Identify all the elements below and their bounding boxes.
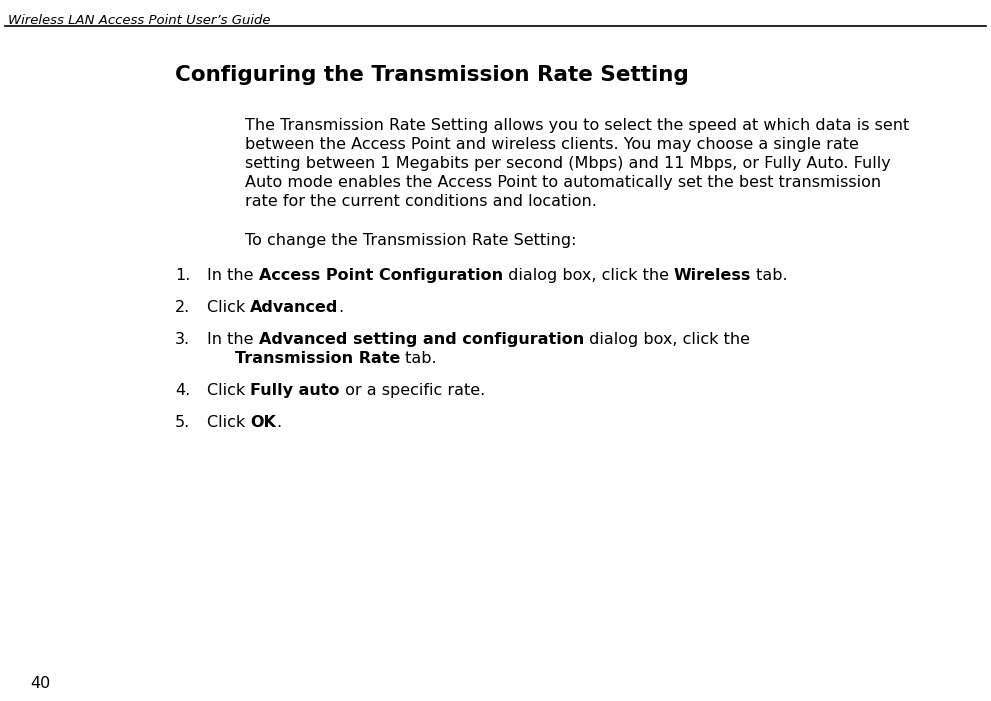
Text: setting between 1 Megabits per second (Mbps) and 11 Mbps, or Fully Auto. Fully: setting between 1 Megabits per second (M…: [245, 156, 891, 171]
Text: Auto mode enables the Access Point to automatically set the best transmission: Auto mode enables the Access Point to au…: [245, 175, 881, 190]
Text: Transmission Rate: Transmission Rate: [235, 351, 400, 366]
Text: 5.: 5.: [175, 415, 190, 430]
Text: 4.: 4.: [175, 383, 190, 398]
Text: Configuring the Transmission Rate Setting: Configuring the Transmission Rate Settin…: [175, 65, 689, 85]
Text: .: .: [339, 300, 344, 315]
Text: Wireless LAN Access Point User’s Guide: Wireless LAN Access Point User’s Guide: [8, 14, 271, 27]
Text: or a specific rate.: or a specific rate.: [340, 383, 486, 398]
Text: dialog box, click the: dialog box, click the: [502, 268, 674, 283]
Text: 40: 40: [30, 676, 51, 691]
Text: dialog box, click the: dialog box, click the: [584, 332, 750, 347]
Text: Advanced: Advanced: [251, 300, 339, 315]
Text: 1.: 1.: [175, 268, 190, 283]
Text: tab.: tab.: [400, 351, 437, 366]
Text: 2.: 2.: [175, 300, 190, 315]
Text: Click: Click: [207, 383, 251, 398]
Text: Wireless: Wireless: [674, 268, 751, 283]
Text: Click: Click: [207, 300, 251, 315]
Text: rate for the current conditions and location.: rate for the current conditions and loca…: [245, 194, 597, 209]
Text: Advanced setting and configuration: Advanced setting and configuration: [259, 332, 584, 347]
Text: 3.: 3.: [175, 332, 190, 347]
Text: tab.: tab.: [751, 268, 788, 283]
Text: In the: In the: [207, 332, 259, 347]
Text: The Transmission Rate Setting allows you to select the speed at which data is se: The Transmission Rate Setting allows you…: [245, 118, 910, 133]
Text: OK: OK: [251, 415, 276, 430]
Text: In the: In the: [207, 268, 259, 283]
Text: Click: Click: [207, 415, 251, 430]
Text: Access Point Configuration: Access Point Configuration: [259, 268, 502, 283]
Text: Fully auto: Fully auto: [251, 383, 340, 398]
Text: between the Access Point and wireless clients. You may choose a single rate: between the Access Point and wireless cl…: [245, 137, 859, 152]
Text: To change the Transmission Rate Setting:: To change the Transmission Rate Setting:: [245, 233, 577, 248]
Text: .: .: [276, 415, 281, 430]
